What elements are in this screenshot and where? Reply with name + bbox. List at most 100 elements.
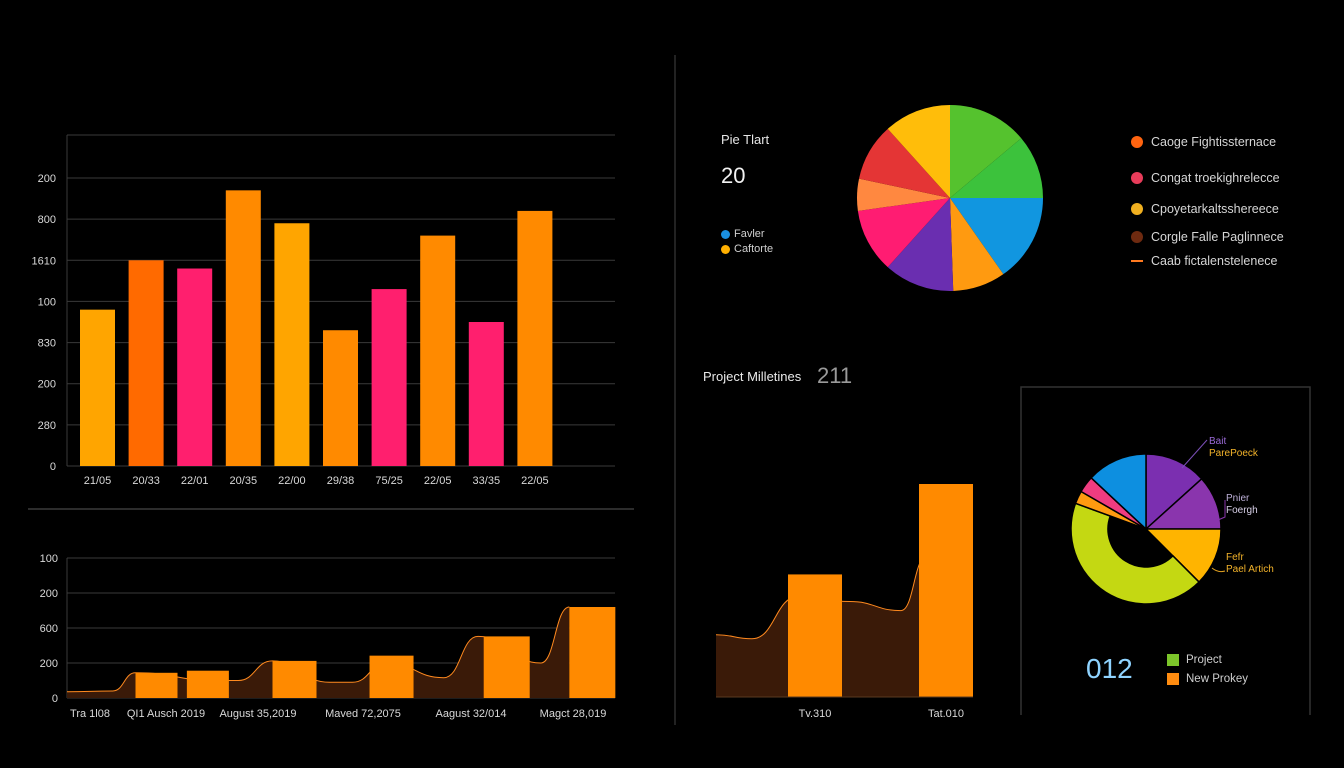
pie-legend-item: Cpoyetarkaltsshereece — [1131, 202, 1279, 216]
x-tick-label: August 35,2019 — [219, 708, 296, 720]
pie-legend-item: Caab fictalenstelenece — [1131, 254, 1277, 268]
legend-dot-icon — [1131, 203, 1143, 215]
callout-line: ParePoeck — [1209, 448, 1258, 459]
callout-line — [1211, 567, 1226, 573]
donut-slice — [1090, 453, 1147, 531]
mini-legend-item: Favler — [721, 228, 765, 240]
pie-slice — [857, 198, 950, 268]
pie-legend-label: Caab fictalenstelenece — [1151, 254, 1278, 268]
callout-line: Foergh — [1226, 505, 1258, 516]
mini-legend-item: Caftorte — [721, 243, 773, 255]
pie-slice — [887, 105, 950, 198]
bar — [569, 607, 616, 698]
pie-slice — [859, 128, 950, 198]
bar — [274, 223, 310, 466]
donut-legend-label: New Prokey — [1186, 673, 1248, 685]
x-tick-label: Maved 72,2075 — [325, 708, 401, 720]
bar — [517, 210, 553, 466]
callout-line — [1181, 439, 1208, 469]
donut-slice — [1145, 453, 1203, 531]
pie-slice — [950, 138, 1043, 198]
y-tick-label: 200 — [40, 658, 58, 670]
callout-line: Fefr — [1226, 552, 1244, 563]
y-tick-label: 100 — [38, 296, 56, 308]
x-tick-label: 75/25 — [375, 475, 403, 487]
milestones-chart: Tv.310 Tat.010 — [715, 484, 973, 720]
legend-dot-icon — [721, 229, 730, 239]
x-tick-label: 22/00 — [278, 475, 306, 487]
bar — [80, 309, 115, 466]
pie-legend-label: Congat troekighrelecce — [1151, 171, 1280, 185]
pie-slice — [857, 178, 950, 211]
legend-square-icon — [1167, 654, 1179, 666]
y-tick-label: 200 — [38, 379, 56, 391]
callout-line: Pnier — [1226, 493, 1250, 504]
x-tick-label: Tra 1l08 — [70, 708, 110, 720]
x-tick-label: Tv.310 — [799, 708, 832, 720]
y-tick-label: 800 — [38, 214, 56, 226]
bar — [135, 672, 178, 698]
bar — [128, 260, 164, 466]
y-tick-label: 200 — [40, 588, 58, 600]
donut-callout: Bait ParePoeck — [1209, 436, 1258, 460]
bar — [788, 574, 842, 697]
x-tick-label: Tat.010 — [928, 708, 964, 720]
y-tick-label: 200 — [38, 173, 56, 185]
donut-legend-label: Project — [1186, 654, 1222, 666]
callout-line: Bait — [1209, 436, 1227, 447]
pie-legend-label: Corgle Falle Paglinnece — [1151, 230, 1284, 244]
bar — [371, 289, 407, 466]
mini-legend-label: Favler — [734, 228, 765, 240]
x-tick-label: 22/01 — [181, 475, 209, 487]
bar — [272, 660, 317, 698]
pie-slice — [950, 105, 1022, 198]
donut-chart — [1070, 439, 1226, 605]
milestones-title: Project Milletines — [703, 369, 802, 384]
legend-dash-icon — [1131, 260, 1143, 262]
pie-legend-label: Caoge Fightissternace — [1151, 135, 1277, 149]
bar — [186, 670, 229, 698]
legend-dot-icon — [1131, 136, 1143, 148]
donut-slice — [1144, 528, 1222, 584]
bar — [483, 636, 530, 698]
callout-line: Pael Artich — [1226, 564, 1274, 575]
x-tick-label: Magct 28,019 — [540, 708, 607, 720]
bar — [420, 235, 456, 466]
pie-legend-label: Cpoyetarkaltsshereece — [1151, 202, 1279, 216]
x-tick-label: Aagust 32/014 — [436, 708, 507, 720]
y-tick-label: 280 — [38, 420, 56, 432]
pie-legend-item: Corgle Falle Paglinnece — [1131, 230, 1284, 244]
y-tick-label: 0 — [50, 461, 56, 473]
x-tick-label: 21/05 — [84, 475, 112, 487]
pie-chart — [857, 105, 1043, 291]
top-bar-chart: 0 280 200 830 100 1610 800 200 21/05 20/33 22/01 20… — [32, 134, 615, 487]
bar — [323, 330, 358, 466]
x-tick-label: 33/35 — [473, 475, 501, 487]
bar — [468, 322, 504, 466]
legend-dot-icon — [721, 244, 730, 254]
x-tick-label: 20/33 — [132, 475, 160, 487]
donut-legend-item: New Prokey — [1167, 673, 1248, 685]
bar — [177, 268, 213, 466]
y-tick-label: 100 — [40, 553, 58, 565]
pie-slice — [950, 198, 1043, 275]
donut-callout: Pnier Foergh — [1226, 493, 1258, 517]
legend-square-icon — [1167, 673, 1179, 685]
x-tick-label: 20/35 — [230, 475, 258, 487]
y-tick-label: 830 — [38, 338, 56, 350]
y-tick-label: 600 — [40, 623, 58, 635]
donut-slice — [1070, 502, 1201, 605]
x-tick-label: QI1 Ausch 2019 — [127, 708, 205, 720]
pie-slice — [887, 198, 954, 291]
pie-legend-item: Congat troekighrelecce — [1131, 171, 1280, 185]
x-tick-label: 22/05 — [521, 475, 549, 487]
donut-callout: Fefr Pael Artich — [1226, 552, 1274, 576]
x-tick-label: 29/38 — [327, 475, 355, 487]
donut-legend-item: Project — [1167, 654, 1222, 666]
pie-chart-value: 20 — [721, 163, 746, 188]
milestones-count: 211 — [817, 363, 853, 388]
bottom-bar-area-chart: 0 200 600 200 100 Tra 1l08 QI1 Ausch 2019 Augus… — [40, 553, 616, 720]
legend-dot-icon — [1131, 172, 1143, 184]
pie-slice — [950, 198, 1004, 291]
y-tick-label: 1610 — [32, 255, 56, 267]
